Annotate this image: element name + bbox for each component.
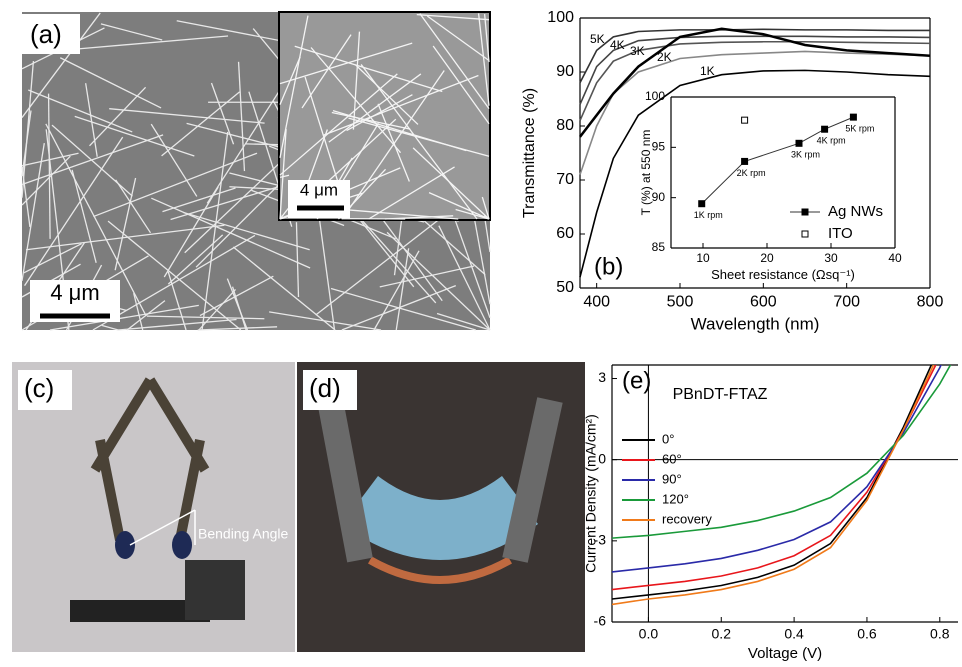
- y-tick-label: 90: [556, 63, 574, 80]
- marker: [850, 114, 856, 120]
- y-axis-label: Transmittance (%): [521, 88, 538, 218]
- x-axis-label: Voltage (V): [748, 645, 822, 662]
- x-tick-label: 20: [760, 251, 774, 265]
- legend-label: recovery: [662, 511, 712, 526]
- legend-marker: [802, 209, 808, 215]
- y-tick-label: 85: [652, 240, 666, 254]
- y-tick-label: 50: [556, 279, 574, 296]
- point-label: 2K rpm: [737, 168, 766, 178]
- y-tick-label: 95: [652, 140, 666, 154]
- holder: [185, 560, 245, 620]
- x-tick-label: 600: [750, 294, 777, 311]
- panel-label: (b): [594, 253, 623, 280]
- annotation: Bending Angle: [198, 526, 289, 542]
- line: [612, 297, 958, 599]
- line: [612, 327, 958, 572]
- x-tick-label: 500: [667, 294, 694, 311]
- y-tick-label: -6: [594, 613, 607, 629]
- panel-label: (e): [622, 367, 651, 394]
- series-label: 5K: [590, 32, 605, 46]
- x-axis-label: Wavelength (nm): [691, 314, 820, 333]
- marker: [742, 158, 748, 164]
- x-tick-label: 0.0: [639, 625, 659, 641]
- y-tick-label: 100: [547, 9, 574, 26]
- legend-label: 90°: [662, 471, 682, 486]
- panel-label: (a): [30, 19, 62, 49]
- point-label: 1K rpm: [694, 210, 723, 220]
- x-tick-label: 800: [917, 294, 944, 311]
- scale-label: 4 μm: [300, 180, 338, 199]
- series-label: 3K: [630, 44, 645, 58]
- x-tick-label: 0.8: [930, 625, 950, 641]
- y-tick-label: 90: [652, 190, 666, 204]
- marker: [822, 126, 828, 132]
- series-label: 4K: [610, 38, 625, 52]
- point-label: 5K rpm: [845, 124, 874, 134]
- inset-frame: [671, 97, 895, 248]
- scale-label: 4 μm: [50, 280, 99, 305]
- line: [612, 311, 958, 590]
- x-tick-label: 30: [824, 251, 838, 265]
- legend-label: ITO: [828, 225, 853, 242]
- panel-label: (d): [309, 373, 341, 403]
- device: [360, 500, 520, 530]
- chart-title: PBnDT-FTAZ: [673, 386, 768, 403]
- point-label: 3K rpm: [791, 150, 820, 160]
- y-tick-label: 80: [556, 117, 574, 134]
- y-tick-label: 60: [556, 225, 574, 242]
- clip-tip: [115, 531, 135, 559]
- x-tick-label: 400: [583, 294, 610, 311]
- x-tick-label: 0.6: [857, 625, 877, 641]
- y-tick-label: 70: [556, 171, 574, 188]
- panel-label: (c): [24, 373, 54, 403]
- legend-label: 120°: [662, 491, 689, 506]
- y-axis-label: T (%) at 550 nm: [639, 130, 653, 216]
- x-axis-label: Sheet resistance (Ωsq⁻¹): [711, 267, 855, 282]
- series-label: 2K: [657, 50, 672, 64]
- legend-label: Ag NWs: [828, 203, 883, 220]
- legend-label: 60°: [662, 451, 682, 466]
- marker: [796, 140, 802, 146]
- x-tick-label: 0.2: [712, 625, 732, 641]
- y-tick-label: 3: [598, 369, 606, 385]
- y-axis-label: Current Density (mA/cm²): [583, 414, 599, 573]
- x-tick-label: 0.4: [784, 625, 804, 641]
- x-tick-label: 10: [696, 251, 710, 265]
- figure: (a) 4 μm 4 μm (c) Bending Angle (d) 4005…: [0, 0, 962, 667]
- clip-tip: [172, 531, 192, 559]
- legend-label: 0°: [662, 431, 674, 446]
- y-tick-label: 100: [645, 89, 665, 103]
- marker: [742, 117, 748, 123]
- marker: [699, 201, 705, 207]
- legend-marker: [802, 231, 808, 237]
- x-tick-label: 700: [833, 294, 860, 311]
- series-label: 1K: [700, 64, 715, 78]
- y-tick-label: 0: [598, 450, 606, 466]
- x-tick-label: 40: [888, 251, 902, 265]
- point-label: 4K rpm: [817, 136, 846, 146]
